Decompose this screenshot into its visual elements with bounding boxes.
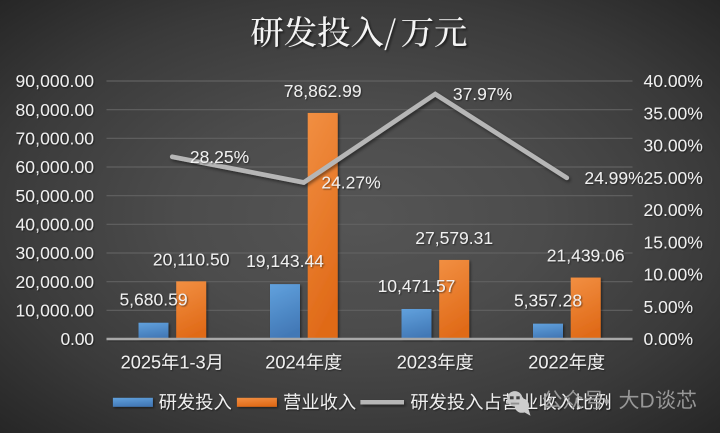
svg-text:D: D [640,390,655,413]
svg-text:21,439.06: 21,439.06 [547,246,625,266]
svg-text:70,000.00: 70,000.00 [16,128,95,148]
svg-text:40.00%: 40.00% [644,71,703,91]
svg-text:25.00%: 25.00% [644,168,703,188]
svg-text:0.00%: 0.00% [644,329,694,349]
svg-text:5,357.28: 5,357.28 [514,291,582,311]
svg-text:5,680.59: 5,680.59 [119,290,187,310]
svg-text:78,862.99: 78,862.99 [284,81,362,101]
svg-text:20.00%: 20.00% [644,200,703,220]
svg-text:24.27%: 24.27% [321,173,380,193]
svg-text:40,000.00: 40,000.00 [16,214,95,234]
svg-text:27,579.31: 27,579.31 [415,228,493,248]
svg-text:28.25%: 28.25% [190,147,249,167]
svg-text:15.00%: 15.00% [644,232,703,252]
svg-text:2022: 2022 [528,353,568,373]
svg-text:10.00%: 10.00% [644,265,703,285]
svg-text:24.99%: 24.99% [584,168,643,188]
svg-text:10,000.00: 10,000.00 [16,300,95,320]
svg-text:35.00%: 35.00% [644,103,703,123]
svg-text:2024: 2024 [265,353,305,373]
svg-text:10,471.57: 10,471.57 [378,276,456,296]
svg-text:20,000.00: 20,000.00 [16,272,95,292]
svg-text:0.00: 0.00 [61,329,95,349]
svg-text:60,000.00: 60,000.00 [16,157,95,177]
svg-text:80,000.00: 80,000.00 [16,100,95,120]
svg-text:30,000.00: 30,000.00 [16,243,95,263]
svg-text:30.00%: 30.00% [644,136,703,156]
svg-text:50,000.00: 50,000.00 [16,186,95,206]
svg-text:90,000.00: 90,000.00 [16,71,95,91]
svg-text:5.00%: 5.00% [644,297,694,317]
svg-text:19,143.44: 19,143.44 [246,251,324,271]
svg-text:2023: 2023 [397,353,437,373]
svg-text:37.97%: 37.97% [453,84,512,104]
svg-text:2025: 2025 [121,353,161,373]
svg-text:1-3: 1-3 [179,353,205,373]
svg-text:20,110.50: 20,110.50 [153,250,230,270]
